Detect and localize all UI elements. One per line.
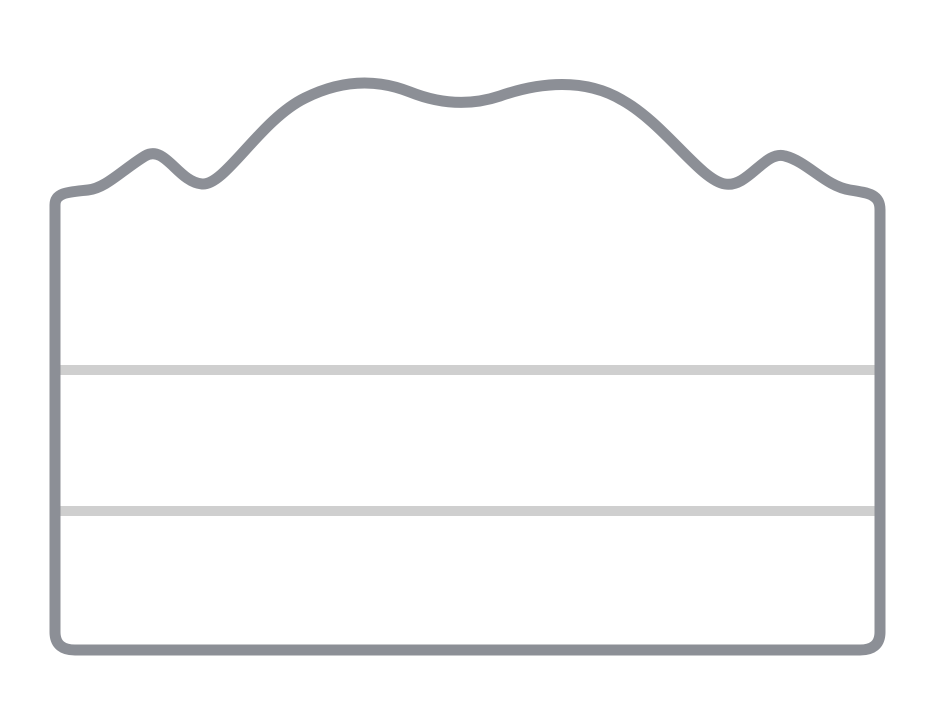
cake-outline [49, 77, 886, 656]
